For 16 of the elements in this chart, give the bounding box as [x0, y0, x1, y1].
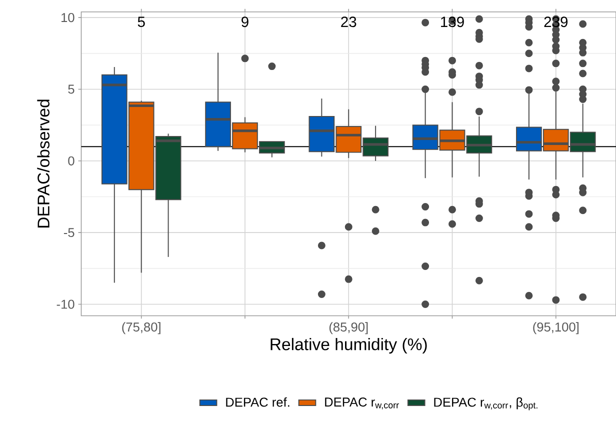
x-axis-title: Relative humidity (%) — [270, 338, 427, 354]
y-tick-label: 5 — [68, 84, 74, 94]
x-tick-label: (85,90] — [329, 322, 368, 334]
y-tick-label: 10 — [62, 12, 74, 22]
x-tick-label: (75,80] — [122, 322, 160, 334]
y-tick-label: -5 — [64, 228, 74, 237]
annotation: 5 — [138, 16, 145, 27]
x-tick-label: (95,100] — [533, 322, 578, 334]
y-tick-label: -10 — [56, 300, 74, 309]
y-axis-title: DEPAC/observed — [37, 100, 50, 228]
y-tick-label: 0 — [68, 156, 74, 166]
annotation: 9 — [242, 16, 248, 28]
legend-label: DEPAC r$_{w,corr}$, β$_{opt.}$ — [434, 397, 538, 410]
legend-label: DEPAC r$_{w,corr}$ — [325, 397, 399, 410]
annotation: 23 — [341, 16, 356, 28]
legend-label: DEPAC ref. — [226, 397, 290, 407]
